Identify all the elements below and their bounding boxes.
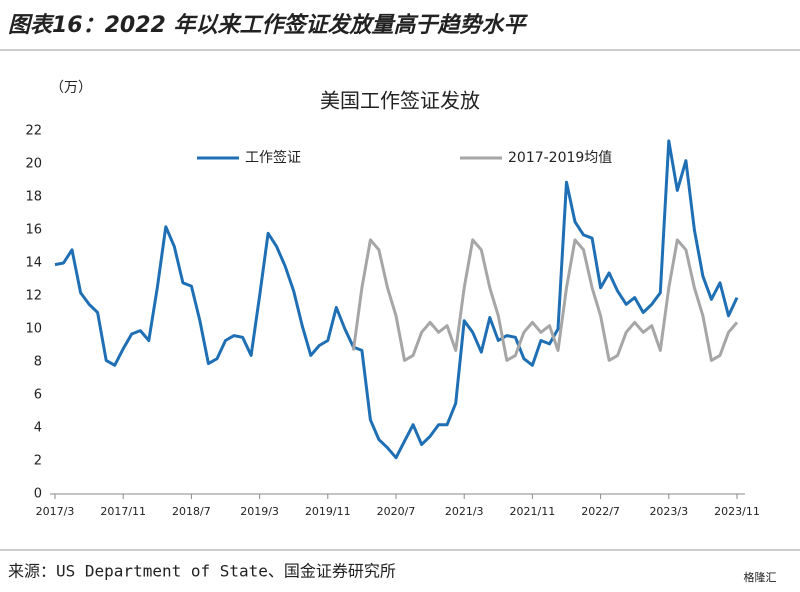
legend-label: 工作签证	[245, 149, 301, 166]
x-tick-label: 2023/3	[649, 505, 688, 518]
x-tick-label: 2019/3	[240, 505, 279, 518]
x-tick-label: 2021/3	[445, 505, 484, 518]
y-tick-label: 22	[25, 124, 42, 139]
x-tick-label: 2020/7	[377, 505, 416, 518]
x-tick-label: 2021/11	[510, 505, 556, 518]
x-tick-label: 2018/7	[172, 505, 211, 518]
y-tick-label: 18	[25, 190, 42, 205]
y-tick-label: 0	[34, 487, 42, 502]
y-tick-label: 12	[25, 289, 42, 304]
y-tick-label: 14	[25, 256, 42, 271]
series-line	[351, 238, 739, 362]
series-line	[54, 139, 739, 460]
y-tick-label: 10	[25, 322, 42, 337]
header-title: 图表16：2022 年以来工作签证发放量高于趋势水平	[8, 12, 529, 38]
y-tick-label: 6	[34, 388, 42, 403]
y-tick-label: 16	[25, 223, 42, 238]
x-tick-label: 2017/11	[100, 505, 146, 518]
y-tick-label: 2	[34, 454, 42, 469]
x-tick-label: 2017/3	[36, 505, 75, 518]
y-tick-label: 20	[25, 157, 42, 172]
source: 来源：US Department of State、国金证券研究所	[8, 562, 396, 581]
legend-label: 2017-2019均值	[508, 150, 612, 166]
y-tick-label: 8	[34, 355, 42, 370]
y-tick-label: 4	[34, 421, 42, 436]
chart-title: 美国工作签证发放	[320, 89, 480, 113]
x-tick-label: 2023/11	[714, 505, 760, 518]
x-tick-label: 2022/7	[581, 505, 620, 518]
watermark: 格隆汇	[744, 570, 777, 584]
x-tick-label: 2019/11	[305, 505, 351, 518]
y-axis-label: （万）	[50, 80, 92, 96]
